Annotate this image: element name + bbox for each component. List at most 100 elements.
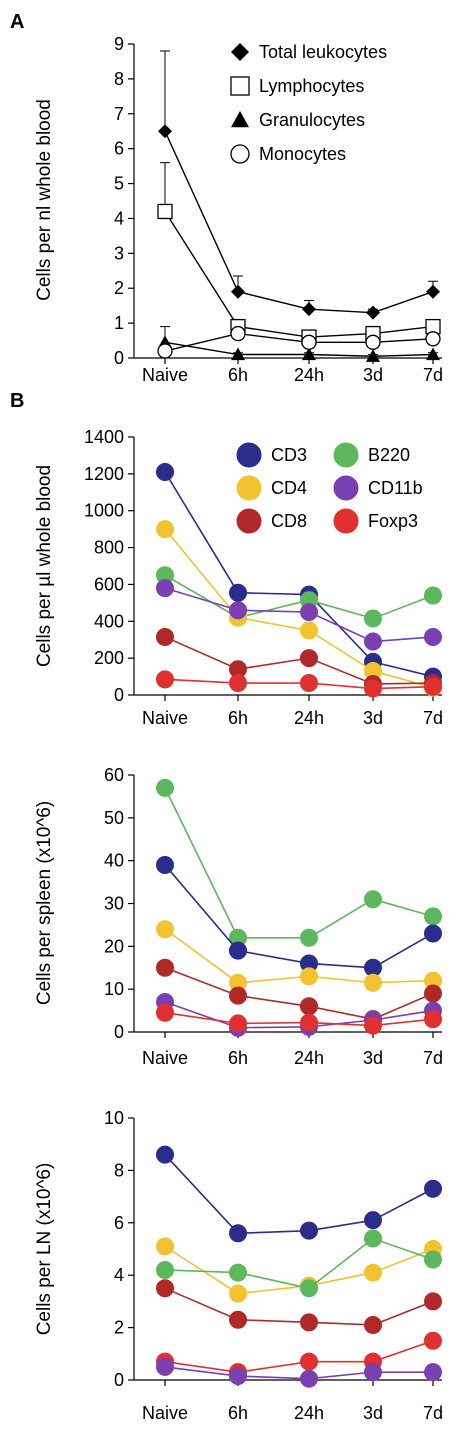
data-point [364, 1211, 382, 1230]
legend-marker [333, 442, 359, 468]
series-granulocytes [158, 326, 440, 362]
data-point [364, 1263, 382, 1282]
x-tick-label: Naive [142, 1403, 188, 1423]
data-point [156, 579, 174, 598]
y-tick-label: 8 [114, 1160, 124, 1180]
y-axis-label: Cells per nl whole blood [34, 99, 55, 301]
data-point [300, 997, 318, 1016]
legend-marker [236, 508, 262, 534]
chart-panel-3: 0 10 20 30 40 50 60 Naive 6h 24h 3d 7d Cells per spl… [34, 765, 443, 1068]
data-point [157, 343, 173, 359]
series-line [164, 1339, 434, 1373]
x-tick-label: Naive [142, 365, 188, 385]
data-point [156, 958, 174, 977]
y-tick-label: 10 [104, 1108, 124, 1128]
data-point [230, 325, 246, 342]
x-tick-label: 24h [294, 365, 324, 385]
x-tick-label: 6h [228, 365, 248, 385]
data-point [156, 463, 174, 482]
chart-panel-b: B 0 200 400 600 800 1000 1200 1400 Naive 6h 24h 3d 7d… [10, 390, 443, 728]
data-point [156, 778, 174, 797]
data-point [300, 967, 318, 986]
y-tick-label: 4 [114, 1265, 124, 1285]
y-tick-label: 20 [104, 936, 124, 956]
legend-entry-label: CD4 [271, 478, 307, 498]
y-tick-label: 5 [114, 174, 124, 194]
data-point [426, 347, 440, 361]
legend-entry-label: B220 [368, 445, 410, 465]
series-b220 [156, 566, 442, 628]
data-point [229, 1284, 247, 1303]
data-point [300, 1279, 318, 1298]
data-point [229, 1310, 247, 1329]
x-tick-label: 6h [228, 708, 248, 728]
series-cd11b [156, 1357, 442, 1388]
data-point [300, 1013, 318, 1032]
data-point [364, 958, 382, 977]
y-tick-label: 50 [104, 808, 124, 828]
data-point [229, 941, 247, 960]
data-point [366, 305, 380, 320]
data-point [300, 674, 318, 693]
data-point [300, 1313, 318, 1332]
series-line [164, 211, 434, 338]
series-line [164, 967, 434, 1020]
data-point [156, 1260, 174, 1279]
y-tick-label: 200 [94, 648, 124, 668]
y-tick-label: 6 [114, 139, 124, 159]
data-point [424, 907, 442, 926]
legend-marker [231, 111, 249, 128]
y-tick-label: 6 [114, 1213, 124, 1233]
x-tick-label: 7d [423, 1048, 443, 1068]
data-point [300, 649, 318, 668]
x-tick-label: Naive [142, 1048, 188, 1068]
data-point [424, 586, 442, 605]
legend-entry-label: Total leukocytes [259, 42, 387, 62]
y-tick-label: 1400 [84, 427, 124, 447]
data-point [424, 1331, 442, 1350]
series-line [164, 1154, 434, 1235]
series-cd11b [156, 993, 442, 1037]
x-tick-label: 7d [423, 365, 443, 385]
y-tick-label: 4 [114, 208, 124, 228]
data-point [300, 621, 318, 640]
data-point [364, 890, 382, 909]
data-point [366, 349, 380, 362]
series-b220 [156, 778, 442, 947]
data-point [156, 920, 174, 939]
data-point [364, 632, 382, 651]
y-tick-label: 0 [114, 348, 124, 368]
data-point [302, 302, 316, 317]
x-tick-label: 7d [423, 708, 443, 728]
data-point [300, 1369, 318, 1388]
data-point [365, 334, 381, 350]
data-point [364, 973, 382, 992]
y-tick-label: 0 [114, 1022, 124, 1042]
chart-panel-a: A 0 1 2 3 4 5 6 7 8 9 Naive 6h 24h 3d 7d Cells per nl wh… [10, 11, 443, 385]
data-point [156, 1237, 174, 1256]
legend-entry-label: Granulocytes [259, 110, 365, 130]
data-point [156, 1279, 174, 1298]
data-point [424, 984, 442, 1003]
data-point [229, 986, 247, 1005]
y-tick-label: 8 [114, 69, 124, 89]
x-tick-label: 7d [423, 1403, 443, 1423]
y-tick-label: 2 [114, 1318, 124, 1338]
legend-marker [230, 144, 250, 164]
data-point [157, 203, 173, 220]
data-point [426, 284, 440, 299]
data-point [364, 1363, 382, 1382]
series-line [164, 587, 434, 643]
x-tick-label: 6h [228, 1403, 248, 1423]
y-tick-label: 1000 [84, 501, 124, 521]
series-foxp3 [156, 1331, 442, 1382]
y-tick-label: 800 [94, 538, 124, 558]
data-point [229, 1263, 247, 1282]
y-axis-label: Cells per spleen (x10^6) [34, 801, 55, 1005]
data-point [156, 520, 174, 539]
data-point [229, 1014, 247, 1033]
x-tick-label: 24h [294, 708, 324, 728]
data-point [156, 855, 174, 874]
series-line [164, 1366, 433, 1380]
